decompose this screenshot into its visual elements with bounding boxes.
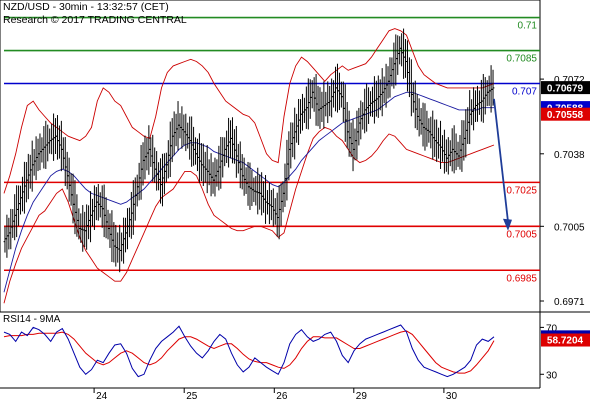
moving-average-line	[3, 91, 494, 293]
chart-title: NZD/USD - 30min - 13:32:57 (CET)	[3, 1, 169, 13]
y-tick-label: 0.7072	[554, 75, 585, 86]
level-label-pivot: 0.707	[512, 86, 537, 97]
rsi-y-tick-label: 70	[546, 323, 558, 334]
level-label-resistance-1: 0.7085	[506, 54, 537, 65]
level-label-support-1: 0.7025	[506, 185, 537, 196]
rsi-y-tick-label: 30	[546, 370, 558, 381]
bollinger-lower-line	[3, 126, 495, 304]
forecast-arrow-shaft	[493, 98, 509, 222]
x-tick-label: 24	[96, 391, 108, 400]
current-price-box	[541, 81, 590, 95]
level-label-resistance-2: 0.71	[518, 21, 538, 32]
x-tick-label: 25	[186, 391, 198, 400]
bands-layer	[3, 28, 495, 304]
rsi-ma-line	[3, 330, 495, 374]
y-tick-label: 0.7038	[554, 150, 585, 161]
bollinger-lower-value-box	[541, 107, 590, 121]
forecast-arrow-head	[503, 218, 512, 231]
rsi-ma-value-box	[541, 333, 590, 347]
rsi-line	[3, 324, 495, 378]
candles-layer	[3, 28, 495, 273]
levels-layer: 0.71 0.7085 0.707 0.7025 0.7005 0.6985	[4, 16, 540, 284]
x-tick-label: 30	[446, 391, 458, 400]
level-label-support-3: 0.6985	[506, 273, 537, 284]
current-price-label: 0.70679	[547, 84, 584, 95]
y-tick-label: 0.7005	[554, 222, 585, 233]
y-tick-label: 0.6971	[554, 297, 585, 308]
arrow-layer	[493, 98, 512, 231]
level-label-support-2: 0.7005	[506, 229, 537, 240]
axes-layer: 0.70720.70380.70050.69710.706790.705880.…	[93, 75, 590, 402]
bollinger-upper-line	[3, 28, 495, 194]
rsi-ma-value-label: 58.7204	[547, 336, 584, 347]
x-tick-label: 26	[276, 391, 288, 400]
chart-subtitle: Research © 2017 TRADING CENTRAL	[3, 14, 187, 26]
rsi-layer: 703061.925858.7204	[3, 323, 590, 381]
bollinger-lower-value-label: 0.70558	[547, 110, 584, 121]
rsi-title: RSI14 - 9MA	[3, 314, 61, 325]
x-tick-label: 29	[356, 391, 368, 400]
